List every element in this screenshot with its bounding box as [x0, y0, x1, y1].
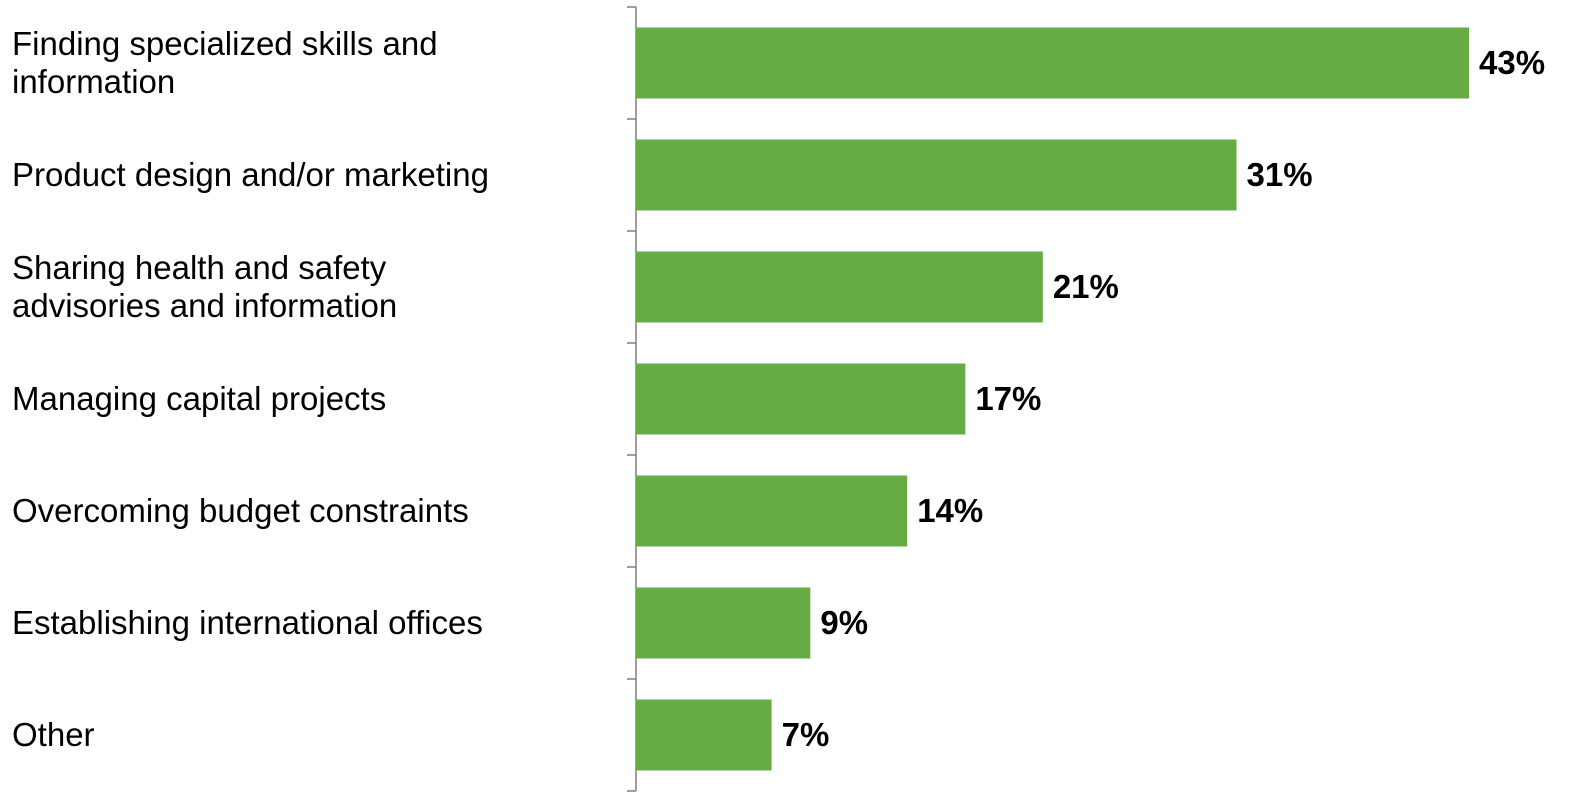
data-label: 7% [781, 716, 830, 753]
category-label: Other [12, 716, 95, 753]
data-label: 21% [1052, 268, 1119, 305]
data-label: 43% [1479, 44, 1546, 81]
data-label: 14% [917, 492, 984, 529]
category-label: Establishing international offices [12, 604, 483, 641]
bar [636, 139, 1237, 211]
bar [636, 251, 1043, 323]
category-label: Overcoming budget constraints [12, 492, 469, 529]
data-label: 17% [975, 380, 1042, 417]
bar [636, 699, 772, 771]
category-label: Product design and/or marketing [12, 156, 489, 193]
bar [636, 587, 811, 659]
bar [636, 363, 966, 435]
data-label: 9% [820, 604, 869, 641]
bar [636, 27, 1469, 99]
category-label: Finding specialized skills and informati… [12, 25, 438, 100]
data-label: 31% [1246, 156, 1313, 193]
category-label: Sharing health and safety advisories and… [12, 249, 398, 324]
category-label: Managing capital projects [12, 380, 387, 417]
bar [636, 475, 908, 547]
